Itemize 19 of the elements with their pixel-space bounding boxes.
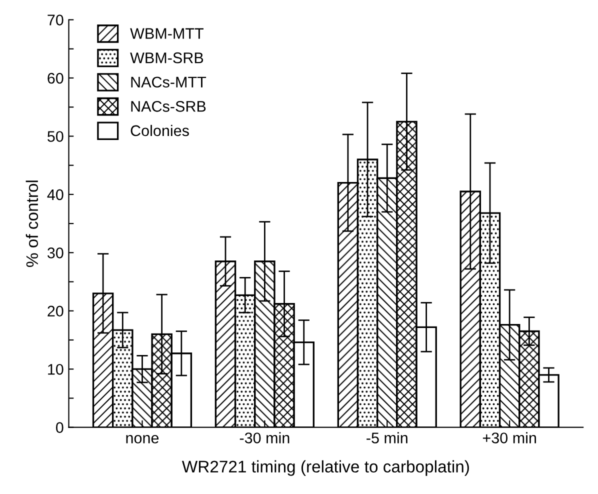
y-tick-label: 10 xyxy=(48,364,64,375)
legend-label: WBM-SRB xyxy=(130,52,204,64)
y-axis-title: % of control xyxy=(26,180,38,267)
legend-label: WBM-MTT xyxy=(130,28,204,39)
legend-label: NACs-MTT xyxy=(131,76,206,88)
x-tick-label: -30 min xyxy=(240,432,290,444)
legend-label: NACs-SRB xyxy=(131,101,206,112)
x-axis-title: WR2721 timing (relative to carboplatin) xyxy=(182,460,469,476)
y-tick-label: 70 xyxy=(48,14,64,26)
legend-label: Colonies xyxy=(130,124,189,136)
y-tick-label: 60 xyxy=(48,72,64,84)
x-tick-label: none xyxy=(126,435,159,444)
y-tick-label: 20 xyxy=(48,306,64,317)
x-tick-label: -5 min xyxy=(366,432,408,444)
y-tick-label: 50 xyxy=(48,131,64,142)
y-tick-label: 40 xyxy=(47,189,64,200)
y-tick-label: 0 xyxy=(56,422,64,433)
y-tick-label: 30 xyxy=(48,248,64,258)
x-tick-label: +30 min xyxy=(482,432,536,444)
